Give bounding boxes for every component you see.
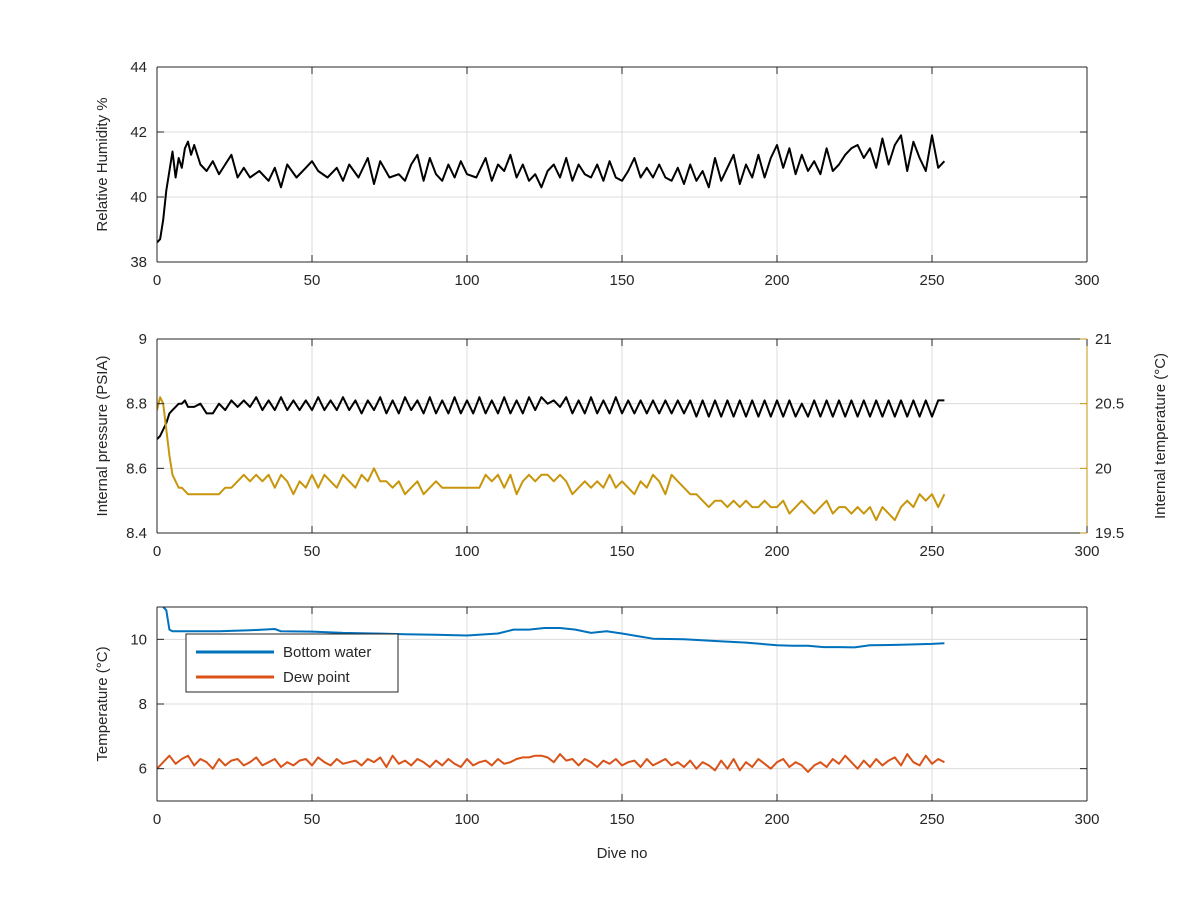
x-tick-label: 0: [153, 543, 161, 560]
x-tick-label: 150: [609, 272, 634, 289]
temperature-panel: 0 50 100 150 200 250 300 6 8 10 Temperature (°C) Di…: [94, 606, 1100, 862]
y-tick-label: 42: [130, 124, 147, 141]
y-axis-label: Temperature (°C): [94, 646, 111, 761]
y-right-tick-label: 21: [1095, 331, 1112, 348]
legend: Bottom water Dew point: [185, 633, 399, 693]
series-line-bottom-water: [162, 607, 945, 649]
y-axis-label: Internal pressure (PSIA): [94, 356, 111, 517]
x-tick-label: 250: [919, 272, 944, 289]
y-tick-label: 38: [130, 254, 147, 271]
y-right-tick-label: 20: [1095, 460, 1112, 477]
legend-label: Dew point: [283, 669, 351, 686]
x-tick-label: 100: [454, 811, 479, 828]
y-tick-label: 40: [130, 189, 147, 206]
x-tick-label: 0: [153, 272, 161, 289]
y-tick-label: 8.4: [126, 525, 147, 542]
series-line-1: [157, 396, 946, 522]
x-tick-label: 200: [764, 543, 789, 560]
humidity-panel: 0 50 100 150 200 250 300 38 40 42 44 Relative Humid…: [94, 59, 1100, 289]
x-tick-label: 200: [764, 272, 789, 289]
y-axis-label-right: Internal temperature (°C): [1152, 353, 1169, 519]
y-tick-label: 8.8: [126, 396, 147, 413]
legend-box: [185, 633, 399, 693]
y-tick-label: 44: [130, 59, 147, 76]
x-tick-label: 300: [1074, 811, 1099, 828]
y-right-tick-label: 19.5: [1095, 525, 1124, 542]
x-tick-label: 250: [919, 543, 944, 560]
series-line-dew-point: [157, 753, 945, 773]
x-tick-label: 300: [1074, 272, 1099, 289]
series-line-0: [157, 396, 945, 440]
legend-label: Bottom water: [283, 644, 371, 661]
pressure-temperature-panel: 0 50 100 150 200 250 300 8.4 8.6 8.8 9 19.5 20 20.5 21…: [94, 331, 1169, 560]
y-tick-label: 8: [139, 696, 147, 713]
y-tick-label: 9: [139, 331, 147, 348]
x-axis-label: Dive no: [597, 845, 648, 862]
x-tick-label: 150: [609, 543, 634, 560]
y-tick-label: 10: [130, 631, 147, 648]
x-tick-label: 100: [454, 272, 479, 289]
y-right-tick-label: 20.5: [1095, 396, 1124, 413]
x-tick-label: 150: [609, 811, 634, 828]
series-line-0: [157, 134, 946, 244]
x-tick-label: 0: [153, 811, 161, 828]
x-tick-label: 50: [304, 543, 321, 560]
y-tick-label: 8.6: [126, 460, 147, 477]
y-axis-label: Relative Humidity %: [94, 97, 111, 231]
y-tick-label: 6: [139, 761, 147, 778]
x-tick-label: 50: [304, 272, 321, 289]
x-tick-label: 200: [764, 811, 789, 828]
x-tick-label: 100: [454, 543, 479, 560]
x-tick-label: 50: [304, 811, 321, 828]
x-tick-label: 250: [919, 811, 944, 828]
x-tick-label: 300: [1074, 543, 1099, 560]
